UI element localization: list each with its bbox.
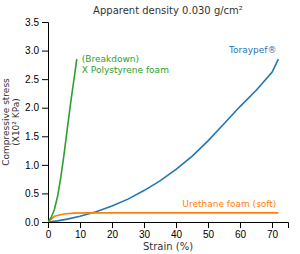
series-labels: Toraypef® Urethane foam (soft) (Breakdown)… bbox=[82, 45, 277, 209]
tick: 60 bbox=[235, 222, 247, 240]
tick: 1.0 bbox=[25, 160, 48, 171]
tick-mark bbox=[42, 136, 48, 137]
tick: 70 bbox=[267, 222, 279, 240]
tick-label: 1.5 bbox=[25, 131, 39, 142]
chart: 0 10 20 30 40 50 60 70 0.0 0.5 1.0 1.5 2.0 2.5 3.0 3.5 T… bbox=[0, 0, 300, 254]
tick-mark bbox=[80, 222, 81, 228]
tick-mark bbox=[42, 79, 48, 80]
series-label: (Breakdown)X Polystyrene foam bbox=[82, 54, 169, 75]
tick-label: 2.5 bbox=[25, 74, 39, 85]
tick-label: 60 bbox=[235, 229, 247, 240]
tick-label: 1.0 bbox=[25, 160, 39, 171]
x-axis-title: Strain (%) bbox=[143, 241, 193, 252]
tick-mark bbox=[42, 222, 48, 223]
tick-mark bbox=[42, 165, 48, 166]
tick: 0.5 bbox=[25, 188, 48, 199]
tick: 0 bbox=[46, 222, 52, 240]
y-axis: 0.0 0.5 1.0 1.5 2.0 2.5 3.0 3.5 bbox=[25, 17, 48, 228]
line bbox=[48, 213, 278, 222]
tick-mark bbox=[42, 22, 48, 23]
tick-label: 10 bbox=[75, 229, 87, 240]
axis-line bbox=[42, 23, 49, 223]
tick-mark bbox=[208, 222, 209, 228]
tick: 2.0 bbox=[25, 102, 48, 113]
tick-label: 20 bbox=[107, 229, 119, 240]
plot: 0 10 20 30 40 50 60 70 0.0 0.5 1.0 1.5 2.0 2.5 3.0 3.5 T… bbox=[25, 17, 288, 240]
series-label: Urethane foam (soft) bbox=[182, 199, 276, 209]
series-label: Toraypef® bbox=[228, 45, 276, 55]
tick: 50 bbox=[203, 222, 215, 240]
tick-label: 0.5 bbox=[25, 188, 39, 199]
tick-label: 2.0 bbox=[25, 102, 39, 113]
y-axis-title: Compressive stress(X10² KPa) bbox=[1, 78, 21, 166]
tick: 2.5 bbox=[25, 74, 48, 85]
tick-label: 0.0 bbox=[25, 217, 39, 228]
tick-mark bbox=[144, 222, 145, 228]
tick-label: 3.5 bbox=[25, 17, 39, 28]
tick: 30 bbox=[139, 222, 151, 240]
tick-mark bbox=[42, 193, 48, 194]
tick: 40 bbox=[171, 222, 183, 240]
tick-mark bbox=[176, 222, 177, 228]
tick: 10 bbox=[75, 222, 87, 240]
title: Apparent density 0.030 g/cm² bbox=[93, 5, 243, 16]
line bbox=[48, 59, 77, 222]
tick: 1.5 bbox=[25, 131, 48, 142]
tick-label: 0 bbox=[46, 229, 52, 240]
tick: 0.0 bbox=[25, 217, 48, 228]
tick-label: 30 bbox=[139, 229, 151, 240]
tick-label: 70 bbox=[267, 229, 279, 240]
line bbox=[48, 59, 278, 222]
tick-mark bbox=[42, 51, 48, 52]
tick: 3.5 bbox=[25, 17, 48, 28]
tick-label: 40 bbox=[171, 229, 183, 240]
lines bbox=[48, 59, 278, 222]
tick-mark bbox=[240, 222, 241, 228]
axis-line bbox=[49, 223, 289, 229]
tick-label: 50 bbox=[203, 229, 215, 240]
tick-mark bbox=[42, 108, 48, 109]
x-axis: 0 10 20 30 40 50 60 70 bbox=[46, 222, 289, 240]
tick: 3.0 bbox=[25, 45, 48, 56]
tick: 20 bbox=[107, 222, 119, 240]
tick-label: 3.0 bbox=[25, 45, 39, 56]
tick-mark bbox=[112, 222, 113, 228]
tick-mark bbox=[272, 222, 273, 228]
